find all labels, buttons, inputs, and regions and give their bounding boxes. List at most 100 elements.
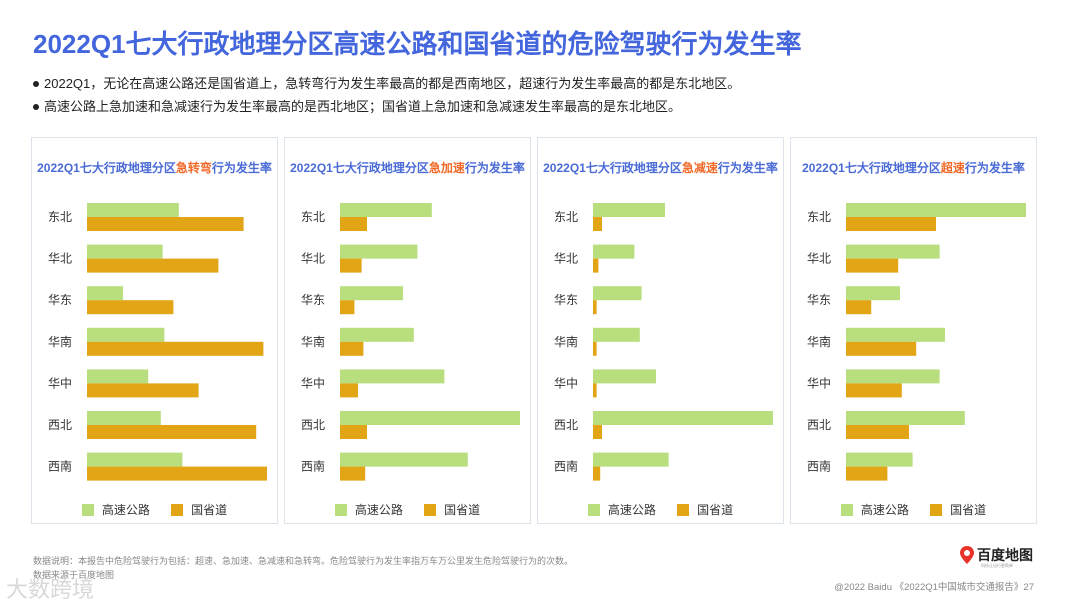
category-label: 华中 [48,375,72,390]
bar-highway [846,452,913,467]
bullet-item: 高速公路上急加速和急减速行为发生率最高的是西北地区；国省道上急加速和急减速发生率… [33,95,740,118]
bullet-dot-icon [33,80,39,87]
legend-label-national: 国省道 [444,503,481,517]
legend-swatch-highway [334,503,347,516]
category-label: 华南 [48,334,72,349]
bar-national [846,425,909,439]
chart-title-suffix: 行为发生率 [717,161,778,175]
chart-panel-rapid-acceleration: 2022Q1七大行政地理分区急加速行为发生率 东北 华北 华东 华南 华中 西北 西南 高速… [284,137,531,524]
bar-highway [846,286,900,301]
chart-title: 2022Q1七大行政地理分区急转弯行为发生率 [32,159,277,176]
copyright-footer: @2022 Baidu 《2022Q1中国城市交通报告》27 [834,582,1034,593]
bar-national [87,300,174,315]
bar-national [87,217,244,231]
chart-title-highlight: 急减速 [681,161,718,175]
bar-highway [87,244,163,259]
category-label: 华南 [554,334,578,349]
chart-legend: 高速公路 国省道 [285,501,530,518]
legend-label-national: 国省道 [191,503,228,517]
legend-swatch-national [424,503,437,516]
chart-title-highlight: 急转弯 [175,161,212,175]
legend-item-highway: 高速公路 [81,501,150,518]
bar-national [846,383,902,398]
bar-highway [340,452,468,467]
chart-title-suffix: 行为发生率 [964,161,1025,175]
bar-highway [87,203,179,217]
bar-national [593,258,599,273]
bar-national [593,383,597,398]
legend-swatch-highway [840,503,853,516]
bar-national [87,425,257,439]
bar-highway [593,327,640,342]
legend-item-national: 国省道 [424,501,480,518]
footnote-line: 数据来源于百度地图 [33,570,115,580]
bullet-text: 高速公路上急加速和急减速行为发生率最高的是西北地区；国省道上急加速和急减速发生率… [44,99,682,114]
bar-highway [87,452,183,467]
legend-swatch-national [930,503,943,516]
legend-item-highway: 高速公路 [587,501,656,518]
bullet-dot-icon [33,103,39,110]
category-label: 东北 [301,210,325,224]
category-label: 华中 [807,375,831,390]
bar-highway [87,411,161,425]
legend-item-highway: 高速公路 [840,501,909,518]
category-label: 华东 [554,293,578,307]
bar-national [846,258,899,273]
chart-title-suffix: 行为发生率 [211,161,272,175]
legend-label-national: 国省道 [950,503,987,517]
bar-national [340,341,364,356]
category-label: 华北 [807,252,831,266]
category-label: 东北 [807,210,831,224]
bar-highway [846,244,940,259]
legend-item-national: 国省道 [171,501,227,518]
chart-panel-speeding: 2022Q1七大行政地理分区超速行为发生率 东北 华北 华东 华南 华中 西北 西南 高速公… [790,137,1037,524]
logo-text: 百度地图 [977,547,1033,563]
bar-national [593,466,601,481]
chart-legend: 高速公路 国省道 [791,501,1036,518]
category-label: 华东 [301,293,325,307]
chart-title: 2022Q1七大行政地理分区急加速行为发生率 [285,159,530,176]
chart-title-prefix: 2022Q1七大行政地理分区 [802,161,941,175]
bar-national [593,425,602,439]
bar-national [87,258,219,273]
category-label: 东北 [48,210,72,224]
legend-swatch-national [171,503,184,516]
map-pin-icon [960,546,974,564]
page-title: 2022Q1七大行政地理分区高速公路和国省道的危险驾驶行为发生率 [33,29,802,59]
category-label: 华南 [807,334,831,349]
legend-item-national: 国省道 [677,501,733,518]
legend-label-highway: 高速公路 [354,503,403,517]
bar-national [340,258,362,273]
bar-highway [340,369,445,384]
bar-highway [593,452,669,467]
category-label: 华东 [807,293,831,307]
bar-highway [87,369,149,384]
category-label: 华中 [554,375,578,390]
chart-title-prefix: 2022Q1七大行政地理分区 [37,161,176,175]
category-label: 西南 [807,459,831,474]
bar-national [87,383,199,398]
bar-highway [846,369,940,384]
chart-legend: 高速公路 国省道 [538,501,783,518]
watermark: 大数跨境 [6,577,95,602]
legend-label-highway: 高速公路 [607,503,656,517]
category-label: 华北 [301,252,325,266]
chart-title: 2022Q1七大行政地理分区超速行为发生率 [791,159,1036,176]
legend-swatch-highway [587,503,600,516]
category-label: 西南 [301,459,325,474]
chart-title-highlight: 超速 [940,161,965,175]
bar-national [846,341,917,356]
bar-highway [593,369,656,384]
bar-highway [87,286,123,301]
legend-item-highway: 高速公路 [334,501,403,518]
baidu-map-logo: 百度地图 科技让出行更简单 [960,545,1033,568]
bar-national [87,466,267,481]
category-label: 西北 [48,418,72,432]
legend-label-national: 国省道 [697,503,734,517]
bar-highway [340,286,403,301]
category-label: 西南 [554,459,578,474]
